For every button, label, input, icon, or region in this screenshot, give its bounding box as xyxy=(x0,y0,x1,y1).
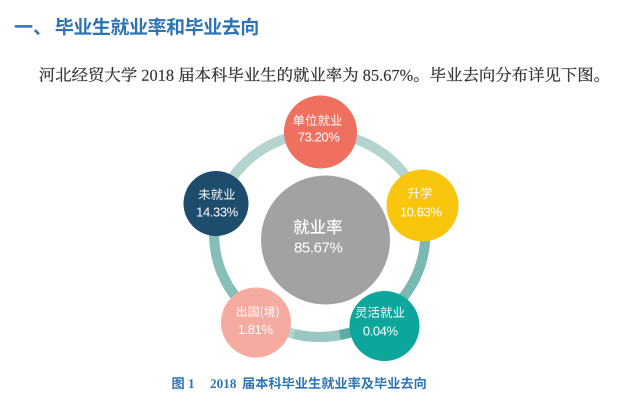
svg-text:1.81%: 1.81% xyxy=(238,322,274,337)
svg-text:85.67%: 85.67% xyxy=(294,239,343,256)
svg-text:73.20%: 73.20% xyxy=(298,130,341,145)
svg-text:10.63%: 10.63% xyxy=(400,205,443,220)
svg-text:0.04%: 0.04% xyxy=(363,323,399,338)
svg-text:14.33%: 14.33% xyxy=(196,204,239,219)
